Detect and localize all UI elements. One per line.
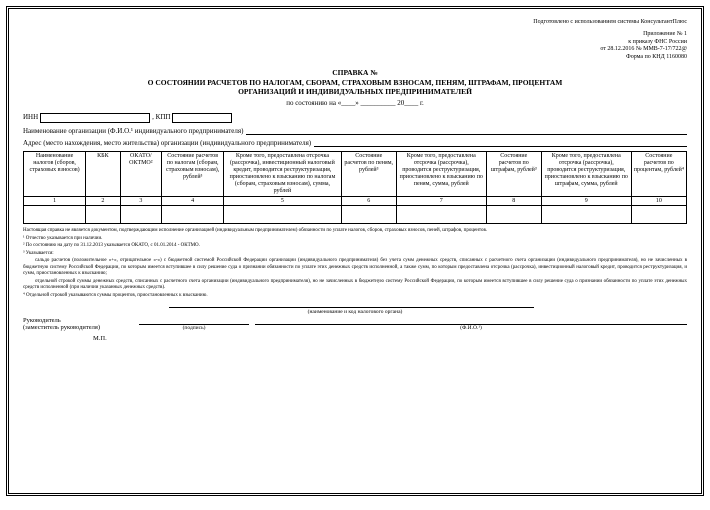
table-col-8: Состояние расчетов по штрафам, рублей³ [486, 152, 541, 196]
kpp-input[interactable] [172, 113, 232, 123]
stamp-label: М.П. [93, 335, 687, 342]
system-note: Подготовлено с использованием системы Ко… [23, 19, 687, 27]
tax-auth-caption: (наименование и код налогового органа) [23, 309, 687, 315]
org-name-row: Наименование организации (Ф.И.О.¹ индиви… [23, 126, 687, 135]
footnote-3c: отдельной строкой суммы денежных средств… [23, 279, 687, 292]
table-col-3: ОКАТО/ ОКТМО² [120, 152, 161, 196]
table-header-row: Наименование налогов (сборов, страховых … [24, 152, 687, 196]
footnote-1: ¹ Отчество указывается при наличии. [23, 236, 687, 243]
table-col-1: Наименование налогов (сборов, страховых … [24, 152, 86, 196]
table-colnum-4: 4 [162, 196, 224, 206]
appendix-no: Приложение № 1 [23, 31, 687, 39]
address-row: Адрес (место нахождения, место жительств… [23, 138, 687, 147]
org-name-label: Наименование организации (Ф.И.О.¹ индиви… [23, 127, 243, 135]
table-number-row: 12345678910 [24, 196, 687, 206]
table-colnum-5: 5 [224, 196, 341, 206]
title-l1: СПРАВКА № [23, 68, 687, 78]
table-colnum-1: 1 [24, 196, 86, 206]
table-colnum-8: 8 [486, 196, 541, 206]
form-code: Форма по КНД 1160080 [23, 54, 687, 62]
footnote-3b: сальдо расчетов (положительное «+», отри… [23, 258, 687, 278]
table-data-row[interactable] [24, 206, 687, 224]
deputy-label: (заместитель руководителя) [23, 324, 133, 331]
table-colnum-7: 7 [396, 196, 486, 206]
title-block: СПРАВКА № О СОСТОЯНИИ РАСЧЕТОВ ПО НАЛОГА… [23, 68, 687, 97]
footnote-3: ³ Указывается: [23, 251, 687, 258]
as-of-date: по состоянию на «____» __________ 20____… [23, 99, 687, 107]
table-colnum-6: 6 [341, 196, 396, 206]
signature-block: (наименование и код налогового органа) Р… [23, 307, 687, 342]
table-colnum-2: 2 [86, 196, 121, 206]
table-col-7: Кроме того, предоставлена отсрочка (расс… [396, 152, 486, 196]
table-col-2: КБК [86, 152, 121, 196]
head-label: Руководитель [23, 317, 133, 324]
address-input[interactable] [314, 138, 687, 147]
header-right: Подготовлено с использованием системы Ко… [23, 19, 687, 62]
inn-input[interactable] [40, 113, 150, 123]
kpp-label: , КПП [152, 113, 170, 123]
fio-caption: (Ф.И.О.¹) [255, 325, 687, 331]
order-ref: к приказу ФНС России [23, 39, 687, 47]
title-l2: О СОСТОЯНИИ РАСЧЕТОВ ПО НАЛОГАМ, СБОРАМ,… [23, 78, 687, 88]
table-colnum-9: 9 [541, 196, 631, 206]
order-date: от 28.12.2016 № ММВ-7-17/722@ [23, 46, 687, 54]
table-colnum-3: 3 [120, 196, 161, 206]
footnote-4: ⁴ Отдельной строкой указываются суммы пр… [23, 293, 687, 300]
table-col-10: Состояние расчетов по процентам, рублей⁴ [631, 152, 686, 196]
footnotes: Настоящая справка не является документом… [23, 228, 687, 299]
table-col-5: Кроме того, предоставлена отсрочка (расс… [224, 152, 341, 196]
footnote-2: ² По состоянию на дату по 31.12.2013 ука… [23, 243, 687, 250]
footnote-intro: Настоящая справка не является документом… [23, 228, 687, 235]
table-col-4: Состояние расчетов по налогам (сборам, с… [162, 152, 224, 196]
table-col-9: Кроме того, предоставлена отсрочка (расс… [541, 152, 631, 196]
title-l3: ОРГАНИЗАЦИЙ И ИНДИВИДУАЛЬНЫХ ПРЕДПРИНИМА… [23, 87, 687, 97]
table-colnum-10: 10 [631, 196, 686, 206]
org-name-input[interactable] [246, 126, 687, 135]
inn-label: ИНН [23, 113, 38, 123]
inn-kpp-row: ИНН , КПП [23, 113, 687, 123]
main-table: Наименование налогов (сборов, страховых … [23, 151, 687, 224]
address-label: Адрес (место нахождения, место жительств… [23, 139, 311, 147]
sign-caption: (подпись) [139, 325, 249, 331]
table-col-6: Состояние расчетов по пеням, рублей³ [341, 152, 396, 196]
